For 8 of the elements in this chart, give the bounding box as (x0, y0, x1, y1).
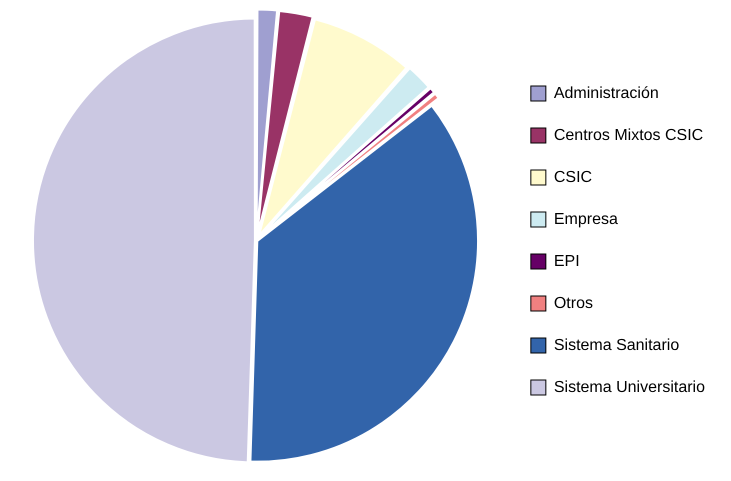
legend-label: Sistema Universitario (554, 378, 706, 396)
legend-label: Otros (554, 294, 593, 312)
legend-label: Empresa (554, 210, 618, 228)
legend-label: Administración (554, 84, 659, 102)
legend-label: CSIC (554, 168, 592, 186)
legend-label: Sistema Sanitario (554, 336, 680, 354)
legend-label: Centros Mixtos CSIC (554, 126, 704, 144)
legend-label: EPI (554, 252, 580, 270)
